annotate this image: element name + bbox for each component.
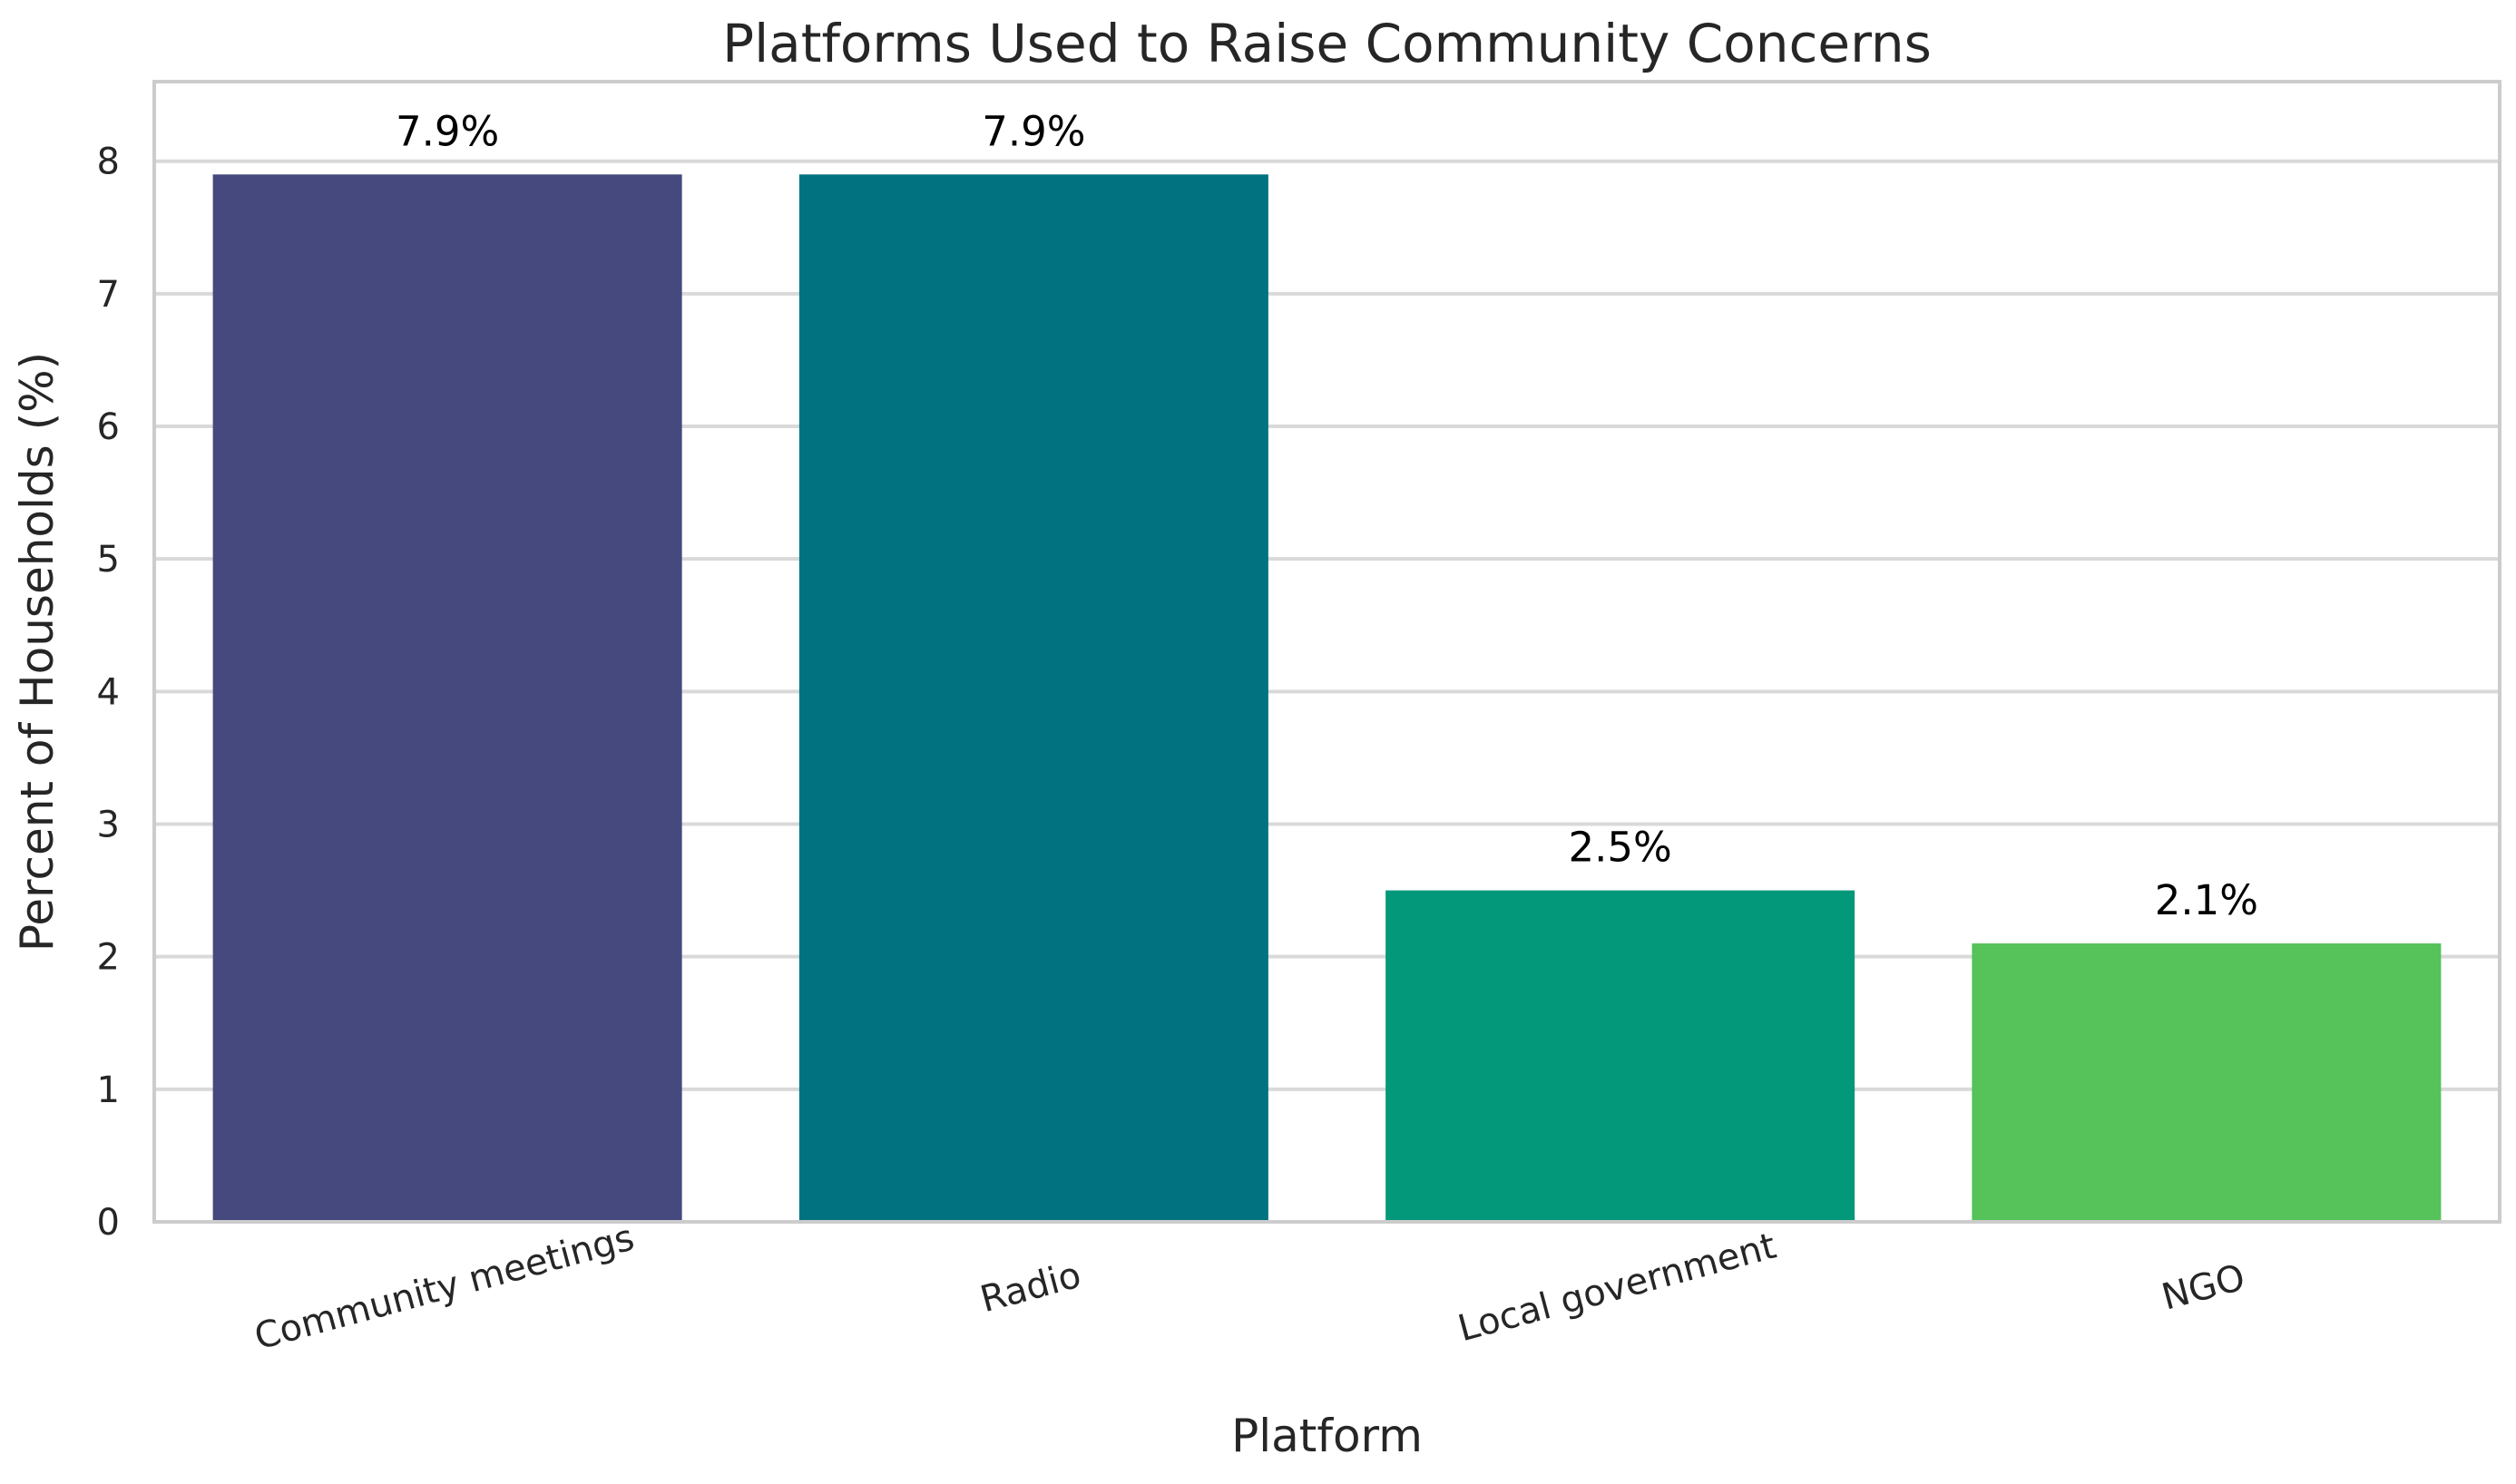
- data-labels: 7.9% 7.9% 2.5% 2.1%: [396, 107, 2258, 924]
- y-tick-label: 1: [97, 1069, 120, 1111]
- y-tick-label: 6: [97, 406, 120, 448]
- y-tick-label: 5: [97, 539, 120, 581]
- bar-community-meetings: [212, 174, 682, 1222]
- x-tick-label: NGO: [2158, 1256, 2249, 1318]
- x-axis-label: Platform: [1231, 1410, 1423, 1462]
- chart-title: Platforms Used to Raise Community Concer…: [722, 13, 1932, 74]
- y-tick-labels: 0 1 2 3 4 5 6 7 8: [97, 142, 120, 1244]
- x-tick-label: Radio: [976, 1255, 1085, 1322]
- data-label: 2.5%: [1568, 824, 1671, 872]
- bar-ngo: [1972, 943, 2442, 1222]
- data-label: 7.9%: [396, 107, 499, 155]
- y-tick-label: 8: [97, 142, 120, 183]
- bar-local-government: [1385, 890, 1855, 1222]
- data-label: 2.1%: [2155, 876, 2258, 924]
- x-tick-label: Community meetings: [250, 1216, 639, 1358]
- x-tick-label: Local government: [1454, 1225, 1780, 1351]
- bar-radio: [798, 174, 1268, 1222]
- x-tick-labels: Community meetings Radio Local government N…: [250, 1216, 2249, 1358]
- plot-frame: [152, 80, 2501, 1224]
- y-tick-label: 3: [97, 805, 120, 846]
- y-tick-label: 4: [97, 671, 120, 713]
- data-label: 7.9%: [982, 107, 1085, 155]
- y-tick-label: 2: [97, 937, 120, 979]
- y-axis-label: Percent of Households (%): [11, 352, 64, 952]
- y-tick-label: 0: [97, 1202, 120, 1244]
- y-tick-label: 7: [97, 274, 120, 316]
- bars: [212, 174, 2442, 1222]
